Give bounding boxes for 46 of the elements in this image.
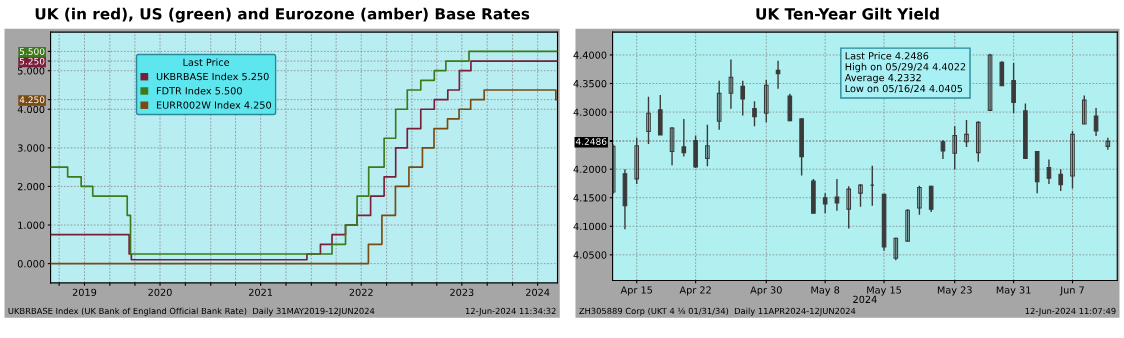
annotation: Last Price 4.2486: [845, 51, 929, 60]
legend-label: EURR002W Index 4.250: [156, 101, 272, 109]
y-tick-label: 5.500: [19, 48, 45, 55]
x-tick-label: May 31: [996, 286, 1031, 296]
x-tick-label: 2024: [526, 288, 550, 296]
y-tick-label: 0.000: [17, 260, 45, 268]
text: ZH305889 Corp (UKT 4 ⅛ 01/31/34) Daily 11APR2024-12JUN2024: [579, 307, 856, 316]
text: 12-Jun-2024 11:34:32: [465, 307, 556, 316]
y-tick-label: 4.3000: [573, 108, 607, 116]
y-tick-label: 2.000: [17, 182, 45, 191]
x-tick-label: 2021: [248, 288, 273, 296]
legend-label: UKBRBASE Index 5.250: [156, 72, 269, 81]
x-tick-label: Apr 30: [750, 286, 782, 296]
y-tick-label: 4.000: [17, 105, 45, 114]
y-tick-label: 4.250: [19, 96, 45, 104]
y-tick-label: 4.0500: [573, 251, 607, 259]
y-tick-label: 5.000: [17, 67, 45, 75]
text: 12-Jun-2024 11:07:49: [1025, 307, 1116, 316]
x-tick-label: 2019: [72, 288, 97, 296]
y-tick-label: 3.000: [17, 144, 45, 152]
text: UKBRBASE Index (UK Bank of England Official Bank Rate) Daily 31MAY2019-12JUN2024: [8, 307, 375, 316]
y-tick-label: 1.000: [18, 221, 45, 229]
x-tick-label: May 23: [937, 286, 972, 296]
x-tick-label: 2023: [450, 288, 474, 296]
y-tick-label: 4.1000: [573, 222, 607, 231]
legend-label: FDTR Index 5.500: [156, 86, 242, 95]
chart-title: UK Ten-Year Gilt Yield: [756, 7, 939, 20]
x-tick-label: 2022: [349, 288, 373, 296]
x-tick-label: May 8: [811, 286, 840, 296]
x-axis-title: 2024: [853, 295, 877, 304]
x-tick-label: 2020: [148, 288, 172, 296]
x-tick-label: Apr 22: [679, 286, 711, 296]
y-tick-label: 4.2486: [575, 138, 607, 145]
annotation: Low on 05/16/24 4.0405: [845, 84, 963, 93]
annotation: High on 05/29/24 4.4022: [845, 62, 966, 73]
y-tick-label: 4.3500: [573, 79, 607, 88]
x-tick-label: May 15: [867, 286, 901, 296]
y-tick-label: 4.1500: [573, 194, 607, 202]
x-tick-label: Jun 7: [1059, 286, 1084, 296]
legend-title: Last Price: [183, 58, 230, 66]
y-tick-label: 4.4000: [573, 51, 607, 59]
annotation: Average 4.2332: [844, 73, 921, 84]
x-tick-label: Apr 15: [620, 286, 653, 296]
y-tick-label: 5.250: [19, 57, 45, 65]
chart-title: UK (in red), US (green) and Eurozone (amber) Base Rates: [35, 7, 530, 23]
y-tick-label: 4.2000: [573, 165, 607, 174]
